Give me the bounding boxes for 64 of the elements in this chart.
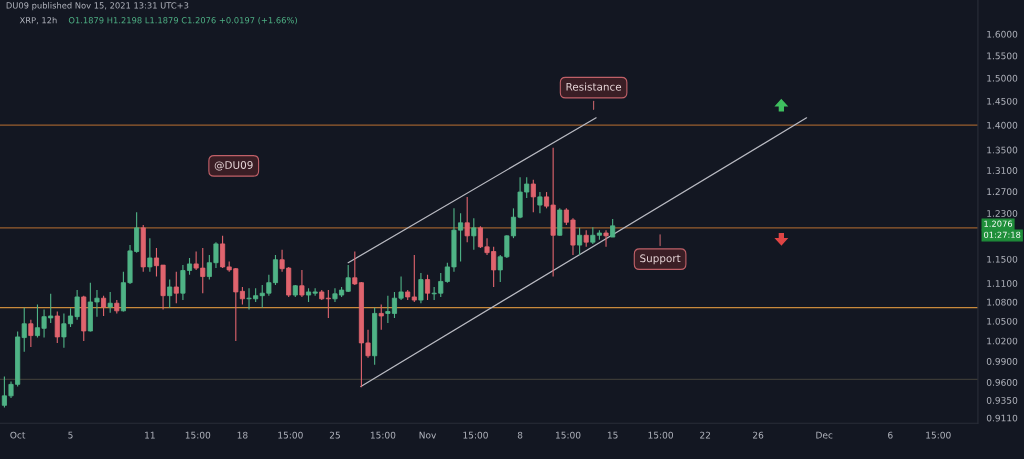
candlestick	[28, 319, 34, 348]
candlestick	[54, 310, 60, 344]
x-tick-label: 8	[517, 431, 523, 439]
candlestick	[610, 218, 616, 238]
y-tick-label: 1.5000	[987, 74, 1018, 82]
x-tick-label: 15:00	[556, 431, 581, 439]
y-tick-label: 1.4000	[987, 121, 1018, 129]
candlestick	[418, 272, 424, 304]
x-tick-label: 6	[888, 431, 893, 439]
x-tick-label: 11	[145, 431, 155, 439]
y-tick-label: 0.9600	[986, 378, 1018, 386]
text: 01:27:18	[984, 231, 1021, 238]
x-tick-label: Oct	[10, 431, 26, 439]
y-tick-label: 1.2700	[987, 188, 1018, 196]
candlestick	[299, 269, 305, 298]
x-tick-label: 25	[329, 431, 340, 439]
candlestick	[378, 303, 384, 331]
y-tick-label: 1.2300	[987, 210, 1018, 217]
text: 1.2076	[984, 220, 1013, 227]
y-tick-label: 1.5500	[987, 52, 1018, 60]
x-tick-label: 15:00	[278, 431, 303, 439]
annotation: DU09 published Nov 15, 2021 13:31 UTC+3	[6, 2, 189, 11]
candlestick	[167, 279, 173, 309]
x-tick-label: 15	[607, 431, 618, 439]
y-tick-label: 0.9110	[986, 414, 1018, 422]
y-tick-label: 1.1100	[987, 280, 1018, 287]
candlestick	[147, 237, 153, 273]
y-tick-label: 1.3500	[987, 146, 1018, 154]
candlestick	[424, 274, 431, 301]
y-tick-label: 1.1500	[987, 255, 1018, 263]
x-tick-label: 22	[700, 431, 711, 439]
candlestick	[471, 217, 477, 251]
x-tick-label: 15:00	[463, 431, 488, 439]
text: XRP, 12h	[19, 16, 57, 25]
candlestick	[577, 227, 583, 256]
candlestick	[107, 291, 113, 314]
y-tick-label: 1.4500	[987, 97, 1018, 105]
x-tick-label: 5	[68, 431, 73, 439]
x-tick-label: 15:00	[185, 431, 211, 439]
candlestick	[464, 196, 470, 243]
annotation: Support	[640, 254, 681, 265]
candlestick	[101, 295, 107, 317]
y-tick-label: 1.3100	[987, 167, 1018, 174]
x-tick-label: 18	[237, 431, 248, 439]
y-tick-label: 0.9350	[986, 396, 1018, 404]
candlestick	[537, 191, 543, 214]
candlestick	[603, 229, 609, 248]
annotation: @DU09	[214, 161, 253, 171]
annotation: Resistance	[566, 82, 622, 91]
x-tick-label: 15:00	[648, 431, 673, 439]
candlestick	[530, 179, 536, 213]
text: O1.1879 H1.2198 L1.1879 C1.2076 +0.0197 (+1.66%)	[68, 16, 297, 25]
y-tick-label: 0.9900	[986, 357, 1018, 365]
x-tick-label: 15:00	[926, 431, 951, 439]
candlestick	[411, 254, 417, 303]
x-tick-label: 26	[753, 431, 764, 439]
y-tick-label: 1.0800	[987, 298, 1018, 306]
y-tick-label: 1.0200	[987, 337, 1018, 345]
y-tick-label: 1.6000	[987, 30, 1018, 38]
x-tick-label: Nov	[419, 431, 437, 439]
y-tick-label: 1.0500	[987, 317, 1018, 325]
candlestick	[173, 271, 179, 304]
x-tick-label: 15:00	[370, 431, 396, 439]
x-tick-label: Dec	[816, 431, 833, 439]
